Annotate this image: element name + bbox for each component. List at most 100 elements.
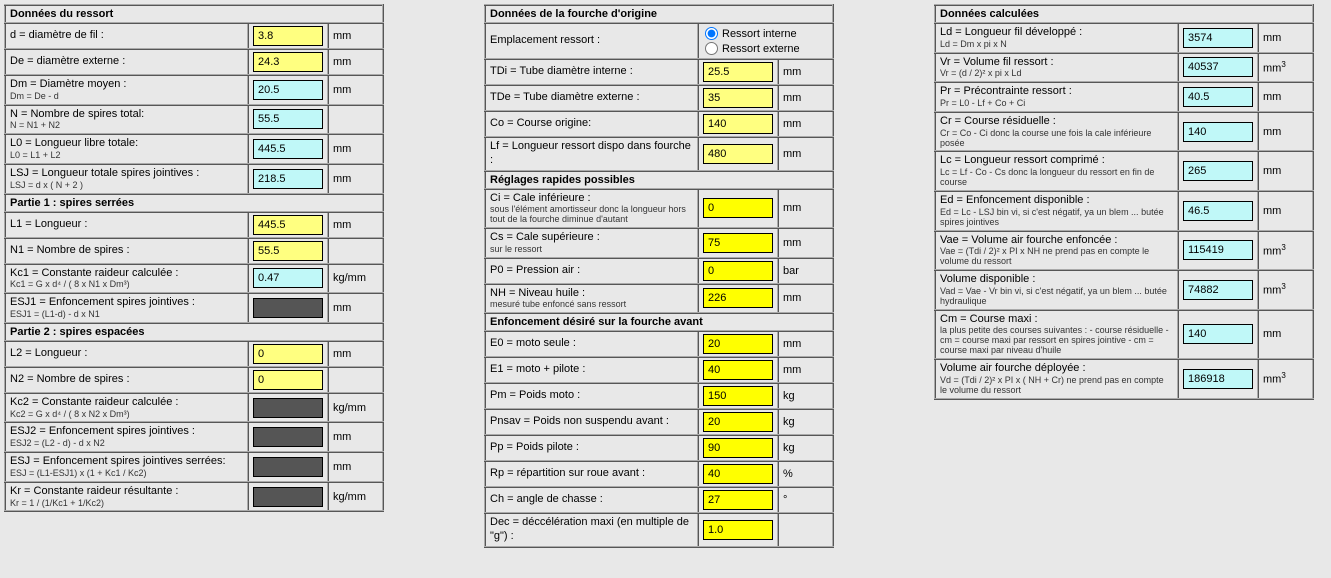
label-Ch: Ch = angle de chasse : [490,493,603,505]
row-Co: Co = Course origine:mm [485,111,833,137]
sub-Pr: Pr = L0 - Lf + Co + Ci [940,99,1173,109]
spring-title: Données du ressort [5,5,383,23]
label-ESJ1: ESJ1 = Enfoncement spires jointives : [10,296,195,308]
label-Kc2: Kc2 = Constante raideur calculée : [10,396,178,408]
spring-data-table: Données du ressort d = diamètre de fil :… [4,4,384,512]
row-Rp: Rp = répartition sur roue avant :% [485,461,833,487]
input-Rp[interactable] [703,464,773,484]
row-L1: L1 = Longueur :mm [5,212,383,238]
sub-Kr: Kr = 1 / (1/Kc1 + 1/Kc2) [10,499,243,509]
output-ESJ1 [253,298,323,318]
row-d: d = diamètre de fil :mm [5,23,383,49]
input-d[interactable] [253,26,323,46]
input-N2[interactable] [253,370,323,390]
label-N: N = Nombre de spires total: [10,108,144,120]
label-L0: L0 = Longueur libre totale: [10,137,138,149]
label-Vae: Vae = Volume air fourche enfoncée : [940,234,1117,246]
input-E1[interactable] [703,360,773,380]
label-Lc: Lc = Longueur ressort comprimé : [940,154,1105,166]
label-Lf: Lf = Longueur ressort dispo dans fourche… [490,140,691,166]
calc-data-table: Données calculées Ld = Longueur fil déve… [934,4,1314,400]
label-Vr: Vr = Volume fil ressort : [940,56,1054,68]
output-LSJ [253,169,323,189]
unit-L0: mm [328,134,383,164]
sub-Ed: Ed = Lc - LSJ bin vi, si c'est négatif, … [940,208,1173,228]
input-TDe[interactable] [703,88,773,108]
input-L1[interactable] [253,215,323,235]
unit-Rp: % [778,461,833,487]
input-TDi[interactable] [703,62,773,82]
reg-title: Réglages rapides possibles [485,171,833,189]
unit-Ci: mm [778,189,833,229]
output-ESJ2 [253,427,323,447]
row-Pr: Pr = Précontrainte ressort :Pr = L0 - Lf… [935,82,1313,112]
sub-N: N = N1 + N2 [10,121,243,131]
label-Kc1: Kc1 = Constante raideur calculée : [10,267,178,279]
output-Vd [1183,369,1253,389]
output-Cm [1183,324,1253,344]
output-Kr [253,487,323,507]
row-Vd: Volume air fourche déployée :Vd = (Tdi /… [935,359,1313,399]
output-Lc [1183,161,1253,181]
row-E0: E0 = moto seule :mm [485,331,833,357]
row-Dm: Dm = Diamètre moyen :Dm = De - dmm [5,75,383,105]
input-Pm[interactable] [703,386,773,406]
sub-ESJ: ESJ = (L1-ESJ1) x (1 + Kc1 / Kc2) [10,469,243,479]
output-Vr [1183,57,1253,77]
radio-internal[interactable] [705,27,718,40]
sub-L0: L0 = L1 + L2 [10,151,243,161]
input-Lf[interactable] [703,144,773,164]
row-location: Emplacement ressort : Ressort interne Re… [485,23,833,59]
unit-Kc1: kg/mm [328,264,383,294]
fork-data-table: Données de la fourche d'origine Emplacem… [484,4,834,548]
input-Cs[interactable] [703,233,773,253]
unit-Pm: kg [778,383,833,409]
unit-Vd: mm3 [1258,359,1313,399]
sub-Ci: sous l'élément amortisseur donc la longu… [490,205,693,225]
input-Ci[interactable] [703,198,773,218]
input-L2[interactable] [253,344,323,364]
input-Dec[interactable] [703,520,773,540]
unit-TDi: mm [778,59,833,85]
label-TDe: TDe = Tube diamètre externe : [490,91,640,103]
output-L0 [253,139,323,159]
label-Vad: Volume disponible : [940,273,1035,285]
input-Ch[interactable] [703,490,773,510]
input-Pp[interactable] [703,438,773,458]
row-N: N = Nombre de spires total:N = N1 + N2 [5,105,383,135]
row-Kc1: Kc1 = Constante raideur calculée :Kc1 = … [5,264,383,294]
row-Lc: Lc = Longueur ressort comprimé :Lc = Lf … [935,151,1313,191]
label-Kr: Kr = Constante raideur résultante : [10,485,178,497]
row-Pnsav: Pnsav = Poids non suspendu avant :kg [485,409,833,435]
unit-d: mm [328,23,383,49]
input-E0[interactable] [703,334,773,354]
label-Vd: Volume air fourche déployée : [940,362,1086,374]
unit-L2: mm [328,341,383,367]
output-Kc2 [253,398,323,418]
unit-Cs: mm [778,228,833,258]
unit-Vr: mm3 [1258,53,1313,83]
input-NH[interactable] [703,288,773,308]
label-Ld: Ld = Longueur fil développé : [940,26,1082,38]
label-E0: E0 = moto seule : [490,337,576,349]
row-Kr: Kr = Constante raideur résultante : Kr = … [5,482,383,512]
row-N2: N2 = Nombre de spires : [5,367,383,393]
unit-Cm: mm [1258,310,1313,359]
sub-Cm: la plus petite des courses suivantes : -… [940,326,1173,356]
radio-external[interactable] [705,42,718,55]
sub-Vad: Vad = Vae - Vr bin vi, si c'est négatif,… [940,287,1173,307]
fork-title: Données de la fourche d'origine [485,5,833,23]
label-Cr: Cr = Course résiduelle : [940,115,1056,127]
row-Lf: Lf = Longueur ressort dispo dans fourche… [485,137,833,171]
unit-Vae: mm3 [1258,231,1313,271]
unit-TDe: mm [778,85,833,111]
output-Vad [1183,280,1253,300]
input-N1[interactable] [253,241,323,261]
input-De[interactable] [253,52,323,72]
label-Pp: Pp = Poids pilote : [490,441,579,453]
unit-Kr: kg/mm [328,482,383,512]
input-P0[interactable] [703,261,773,281]
unit-Dec [778,513,833,547]
input-Co[interactable] [703,114,773,134]
input-Pnsav[interactable] [703,412,773,432]
